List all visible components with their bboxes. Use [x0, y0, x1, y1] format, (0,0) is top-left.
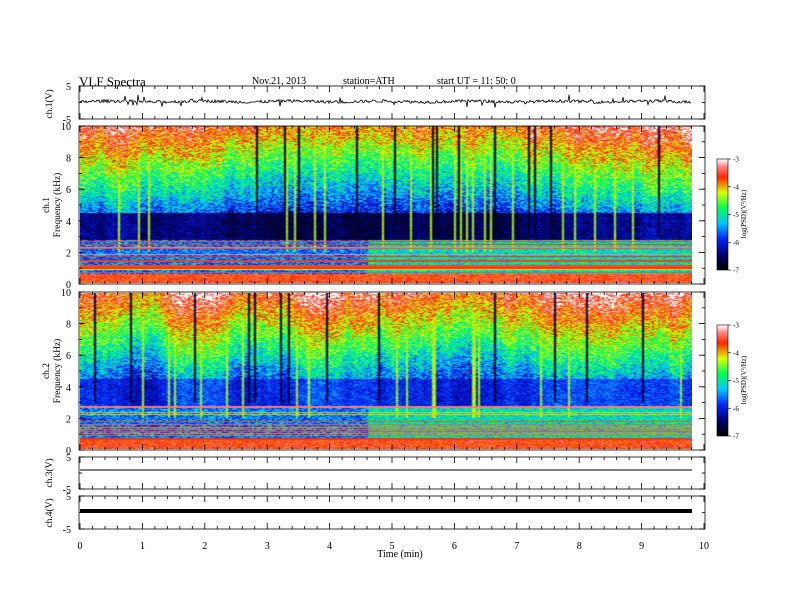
y-tick-label: 4: [66, 217, 71, 228]
x-tick-label: 0: [78, 541, 83, 552]
y-tick-label: 5: [66, 82, 71, 93]
ch1-colorbar-label: log(PSD)(V²/Hz): [740, 189, 748, 238]
y-tick-label: -5: [63, 525, 71, 536]
ch4-waveform-ylabel: ch.4(V): [44, 498, 55, 527]
station-label: station=ATH: [343, 76, 395, 87]
colorbar-tick-label: -5: [733, 377, 739, 385]
x-tick-label: 5: [390, 541, 395, 552]
x-tick-label: 4: [327, 541, 332, 552]
ch1-spectrogram-ylabel-frequency: Frequency (kHz): [52, 173, 63, 238]
x-tick-label: 10: [699, 541, 709, 552]
x-tick-label: 9: [639, 541, 644, 552]
ch1-spectrogram-image: [80, 126, 692, 283]
y-tick-label: 2: [66, 248, 71, 259]
ch2-colorbar-label: log(PSD)(V²/Hz): [740, 355, 748, 404]
figure-title: VLF Spectra: [79, 74, 146, 89]
y-tick-label: 4: [66, 383, 71, 394]
x-tick-label: 6: [452, 541, 457, 552]
x-axis-title: Time (min): [377, 549, 422, 560]
y-tick-label: 6: [66, 351, 71, 362]
y-tick-label: 0: [66, 280, 71, 291]
x-tick-label: 7: [514, 541, 519, 552]
ch1-spectrogram-ylabel-channel: ch.1: [42, 197, 52, 213]
ch2-colorbar: -3 -4 -5 -6 -7 log(PSD)(V²/Hz): [716, 322, 748, 441]
x-tick-label: 1: [140, 541, 145, 552]
y-tick-label: -5: [63, 115, 71, 126]
x-tick-label: 8: [577, 541, 582, 552]
colorbar-tick-label: -6: [733, 239, 739, 247]
y-tick-label: 10: [61, 122, 71, 133]
colorbar-tick-label: -7: [733, 433, 739, 441]
ch1-colorbar: -3 -4 -5 -6 -7 log(PSD)(V²/Hz): [716, 156, 748, 275]
ch3-waveform-ylabel: ch.3(V): [44, 458, 55, 487]
y-tick-label: 2: [66, 414, 71, 425]
colorbar-tick-label: -6: [733, 405, 739, 413]
y-tick-label: 8: [66, 320, 71, 331]
colorbar-tick-label: -3: [733, 156, 739, 164]
colorbar-tick-label: -4: [733, 349, 739, 357]
ch1-waveform-trace: [79, 94, 692, 108]
y-tick-label: 10: [61, 288, 71, 299]
y-tick-label: 5: [66, 492, 71, 503]
date-label: Nov.21, 2013: [252, 76, 306, 87]
ch2-spectrogram-image: [80, 293, 692, 449]
x-tick-label: 2: [202, 541, 207, 552]
ch2-spectrogram-ylabel-channel: ch.2: [42, 363, 52, 379]
y-tick-label: 8: [66, 154, 71, 165]
ch1-waveform-ylabel: ch.1(V): [44, 89, 55, 118]
y-tick-label: 5: [66, 453, 71, 464]
y-tick-label: 6: [66, 185, 71, 196]
start-time-label: start UT = 11: 50: 0: [437, 76, 516, 87]
colorbar-tick-label: -4: [733, 183, 739, 191]
colorbar-tick-label: -7: [733, 267, 739, 275]
colorbar-tick-label: -5: [733, 211, 739, 219]
colorbar-tick-label: -3: [733, 322, 739, 330]
ch2-spectrogram-ylabel-frequency: Frequency (kHz): [52, 339, 63, 404]
y-tick-label: 0: [66, 446, 71, 457]
y-tick-label: -5: [63, 485, 71, 496]
x-tick-label: 3: [265, 541, 270, 552]
